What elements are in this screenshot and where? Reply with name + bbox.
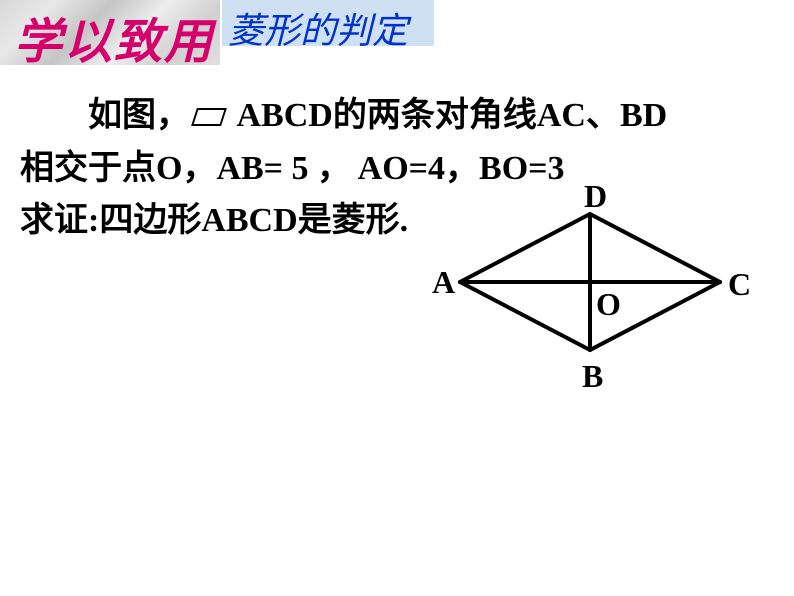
parallelogram-icon bbox=[191, 108, 227, 126]
rhombus-diagram: ABCDO bbox=[420, 190, 760, 390]
line1-suffix: ABCD的两条对角线AC、BD bbox=[228, 97, 667, 134]
subtitle-text: 菱形的判定 bbox=[228, 2, 408, 54]
vertex-label-O: O bbox=[596, 286, 621, 323]
line2: 相交于点O，AB= 5 ， AO=4，BO=3 bbox=[20, 150, 565, 187]
vertex-label-D: D bbox=[584, 178, 607, 215]
vertex-label-A: A bbox=[432, 264, 455, 301]
line3: 求证:四边形ABCD是菱形. bbox=[20, 202, 408, 239]
vertex-label-C: C bbox=[728, 266, 751, 303]
header-title: 学以致用 bbox=[14, 2, 214, 72]
line1-prefix: 如图， bbox=[88, 97, 190, 134]
vertex-label-B: B bbox=[582, 358, 603, 395]
